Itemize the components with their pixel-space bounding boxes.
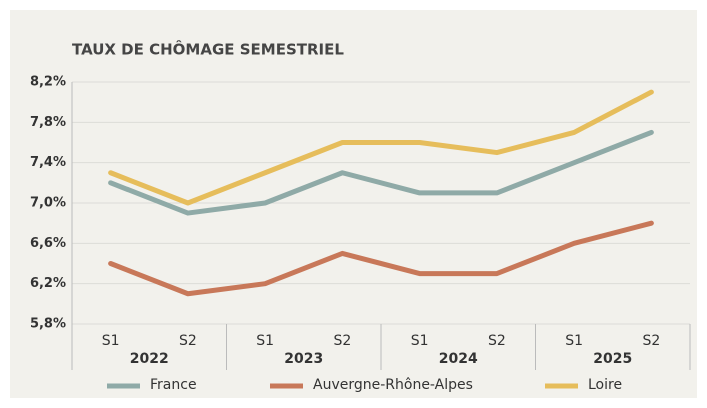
x-group-label: 2024 — [439, 351, 478, 367]
y-tick-label: 5,8% — [30, 317, 66, 332]
y-tick-label: 6,2% — [30, 276, 66, 291]
x-tick-label: S2 — [179, 333, 197, 349]
x-tick-label: S1 — [256, 333, 274, 349]
y-tick-label: 6,6% — [30, 236, 66, 251]
series-line — [108, 220, 654, 297]
y-tick-label: 7,4% — [30, 155, 66, 170]
legend-label: Loire — [588, 377, 622, 393]
y-tick-label: 7,0% — [30, 196, 66, 211]
x-tick-label: S2 — [333, 333, 351, 349]
x-tick-label: S1 — [411, 333, 429, 349]
y-tick-label: 7,8% — [30, 115, 66, 130]
series-line — [108, 89, 654, 206]
x-tick-label: S2 — [642, 333, 660, 349]
panel — [10, 10, 697, 398]
x-tick-label: S2 — [488, 333, 506, 349]
x-group-label: 2022 — [130, 351, 169, 367]
legend-label: Auvergne-Rhône-Alpes — [313, 377, 473, 393]
chart-title: TAUX DE CHÔMAGE SEMESTRIEL — [72, 40, 344, 59]
x-tick-label: S1 — [102, 333, 120, 349]
series-line — [108, 129, 654, 216]
x-group-label: 2023 — [284, 351, 323, 367]
x-tick-label: S1 — [565, 333, 583, 349]
x-group-label: 2025 — [593, 351, 632, 367]
legend-label: France — [150, 377, 197, 393]
y-tick-label: 8,2% — [30, 75, 66, 90]
